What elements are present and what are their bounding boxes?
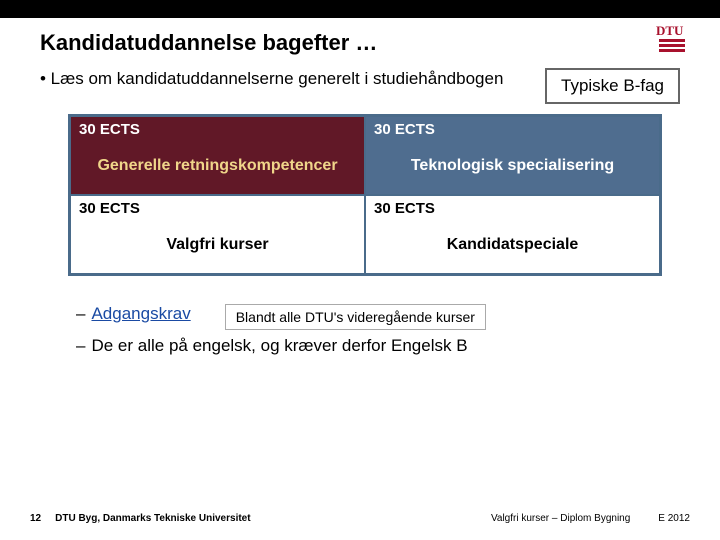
- cell-header: 30 ECTS: [71, 117, 364, 142]
- bullets: – Adgangskrav Blandt alle DTU's videregå…: [76, 304, 680, 356]
- grid-row-1: 30 ECTS Generelle retningskompetencer 30…: [70, 116, 660, 195]
- dash-icon: –: [76, 304, 85, 324]
- intro-text: • Læs om kandidatuddannelserne generelt …: [40, 68, 525, 91]
- ects-grid: 30 ECTS Generelle retningskompetencer 30…: [68, 114, 662, 276]
- slide-title: Kandidatuddannelse bagefter …: [40, 30, 680, 56]
- cell-body: Valgfri kurser: [71, 221, 364, 273]
- cell-header: 30 ECTS: [366, 196, 659, 221]
- cell-teknologisk: 30 ECTS Teknologisk specialisering: [365, 116, 660, 195]
- footer-course: Valgfri kurser – Diplom Bygning: [491, 513, 630, 524]
- bullet-english: – De er alle på engelsk, og kræver derfo…: [76, 336, 680, 356]
- bullet-text: De er alle på engelsk, og kræver derfor …: [91, 336, 467, 356]
- cell-body: Kandidatspeciale: [366, 221, 659, 273]
- logo-text: DTU: [656, 24, 684, 38]
- cell-header: 30 ECTS: [71, 196, 364, 221]
- cell-body: Teknologisk specialisering: [366, 142, 659, 194]
- footer: 12 DTU Byg, Danmarks Tekniske Universite…: [0, 513, 720, 524]
- footer-institution: DTU Byg, Danmarks Tekniske Universitet: [55, 513, 250, 524]
- cell-header: 30 ECTS: [366, 117, 659, 142]
- top-bar: [0, 0, 720, 18]
- intro-row: • Læs om kandidatuddannelserne generelt …: [40, 68, 680, 104]
- dtu-logo: DTU: [656, 24, 700, 54]
- note-box: Blandt alle DTU's videregående kurser: [225, 304, 486, 330]
- slide-content: Kandidatuddannelse bagefter … • Læs om k…: [0, 18, 720, 356]
- dash-icon: –: [76, 336, 85, 356]
- page-number: 12: [30, 513, 41, 524]
- badge-box: Typiske B-fag: [545, 68, 680, 104]
- footer-term: E 2012: [658, 513, 690, 524]
- cell-generelle: 30 ECTS Generelle retningskompetencer: [70, 116, 365, 195]
- cell-speciale: 30 ECTS Kandidatspeciale: [365, 195, 660, 274]
- bullet-adgangskrav: – Adgangskrav Blandt alle DTU's videregå…: [76, 304, 680, 330]
- adgangskrav-link[interactable]: Adgangskrav: [91, 304, 190, 324]
- grid-row-2: 30 ECTS Valgfri kurser 30 ECTS Kandidats…: [70, 195, 660, 274]
- cell-valgfri: 30 ECTS Valgfri kurser: [70, 195, 365, 274]
- cell-body: Generelle retningskompetencer: [71, 142, 364, 194]
